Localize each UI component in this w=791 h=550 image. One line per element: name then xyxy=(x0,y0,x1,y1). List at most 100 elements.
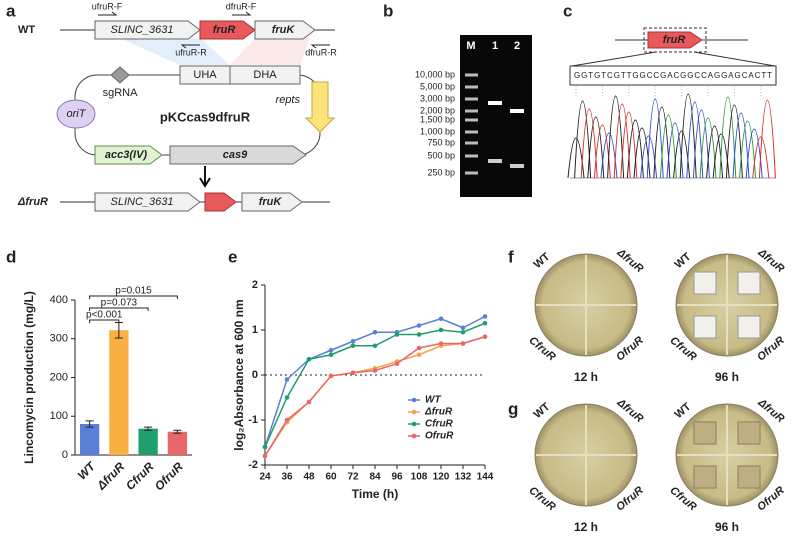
primer-arrow xyxy=(232,11,252,16)
gene-arrow xyxy=(204,192,237,212)
dha-box xyxy=(229,65,301,85)
error-bar xyxy=(144,426,153,431)
strain-label: WT xyxy=(532,251,553,271)
x-tick-label: 36 xyxy=(281,472,293,483)
agar-block xyxy=(737,421,761,445)
y-tick-label: 0 xyxy=(62,449,68,461)
y-tick-label: -2 xyxy=(248,459,258,471)
gene-arrow xyxy=(241,192,303,212)
agar-block xyxy=(737,315,761,339)
agar-block xyxy=(737,465,761,489)
ladder-label: 2,000 bp xyxy=(420,105,455,115)
significance-line xyxy=(89,307,149,311)
strain-label: WT xyxy=(673,401,694,421)
gene-arrow xyxy=(199,20,256,40)
primer-label: dfruR-R xyxy=(305,47,337,57)
gene-label: fruR xyxy=(663,34,686,46)
x-tick-label: 96 xyxy=(391,472,403,483)
acc-arrow xyxy=(94,145,163,165)
strain-label: WT xyxy=(532,401,553,421)
trace-peak xyxy=(653,106,671,179)
series-point xyxy=(350,370,356,376)
error-bar xyxy=(85,420,94,428)
lane-label: 1 xyxy=(492,40,498,52)
cas9-label: cas9 xyxy=(223,149,248,161)
series-point xyxy=(372,329,378,335)
series-point xyxy=(328,347,334,353)
ladder-label: 250 bp xyxy=(427,167,455,177)
x-tick-label: OfruR xyxy=(152,459,186,493)
primer-arrow xyxy=(180,44,200,49)
trace-peak xyxy=(659,114,677,179)
plate-divider xyxy=(677,255,777,355)
significance-label: p=0.015 xyxy=(115,286,152,297)
bar xyxy=(79,424,100,455)
bar xyxy=(138,428,158,455)
y-axis-label: log₂Absorbance at 600 nm xyxy=(232,299,246,450)
x-tick-label: WT xyxy=(75,458,99,482)
agar-block xyxy=(693,315,717,339)
time-label: 12 h xyxy=(574,520,598,534)
series-point xyxy=(438,341,444,346)
agar-block xyxy=(737,271,761,295)
series-point xyxy=(284,377,290,382)
series-point xyxy=(416,323,422,328)
series-point xyxy=(350,338,356,344)
legend-swatch xyxy=(411,433,417,439)
ladder-band xyxy=(465,85,478,89)
ladder-band xyxy=(465,141,478,145)
gene-label: SLINC_3631 xyxy=(111,24,174,36)
uha-label: UHA xyxy=(193,69,217,81)
panel-label: a xyxy=(6,1,16,20)
homology-shade xyxy=(230,38,310,65)
trace-peak xyxy=(679,93,697,179)
significance-label: p=0.073 xyxy=(101,298,138,309)
trace-peak xyxy=(580,108,598,179)
trace-peak xyxy=(758,99,776,179)
zoom-lines xyxy=(571,51,776,67)
agar-block xyxy=(693,271,717,295)
y-tick-label: 2 xyxy=(252,279,258,291)
legend-label: OfruR xyxy=(425,431,454,442)
lane-label: M xyxy=(466,40,475,52)
series-point xyxy=(482,320,488,326)
y-tick-label: 100 xyxy=(50,410,68,422)
time-label: 96 h xyxy=(715,520,739,534)
series-point xyxy=(284,395,290,400)
series-point xyxy=(328,373,334,379)
plate-divider xyxy=(536,405,636,505)
x-tick-label: 24 xyxy=(259,472,271,483)
series-point xyxy=(306,399,312,405)
legend-swatch xyxy=(411,409,417,415)
wt-label: WT xyxy=(18,24,35,36)
zoom-box xyxy=(643,27,707,53)
gene-arrow xyxy=(647,31,703,49)
plate-divider xyxy=(536,255,636,355)
bar xyxy=(167,431,188,455)
x-tick-label: 84 xyxy=(369,472,381,483)
series-point xyxy=(284,417,290,423)
primer-label: ufruR-F xyxy=(92,1,123,11)
ladder-label: 10,000 bp xyxy=(415,69,455,79)
process-arrow xyxy=(199,166,211,188)
ladder-band xyxy=(465,97,478,101)
sample-band xyxy=(510,109,524,113)
ladder-label: 5,000 bp xyxy=(420,81,455,91)
ladder-band xyxy=(465,171,478,175)
series-point xyxy=(262,453,268,459)
panel-label: c xyxy=(563,1,572,20)
x-tick-label: 108 xyxy=(411,472,428,483)
plasmid-name: pKCcas9dfruR xyxy=(160,109,251,124)
series-point xyxy=(372,368,378,373)
mutant-label: ΔfruR xyxy=(17,196,48,208)
series-point xyxy=(262,444,268,450)
panel-label: f xyxy=(508,247,514,266)
legend-label: ΔfruR xyxy=(424,407,453,418)
time-label: 12 h xyxy=(574,370,598,384)
panel-label: g xyxy=(508,399,518,418)
x-tick-label: 132 xyxy=(455,472,472,483)
time-label: 96 h xyxy=(715,370,739,384)
y-tick-label: -1 xyxy=(248,414,258,426)
sequence: GGTGTCGTTGGCCGACGGCCAGGAGCACTT xyxy=(574,71,772,80)
